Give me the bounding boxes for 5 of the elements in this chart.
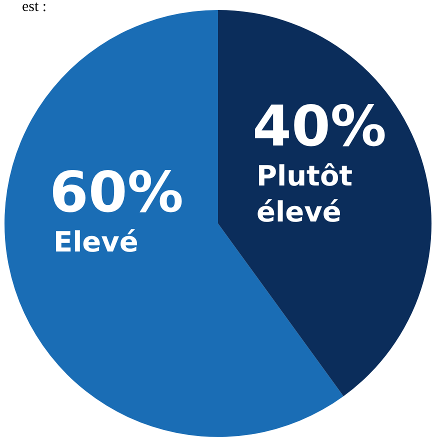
slice-label: Elevé [53,225,138,258]
data-label: 60% [49,160,184,226]
data-label: 40% [252,94,387,160]
chart-title: est : [22,0,47,15]
slice-label: Plutôt élevé [256,160,353,229]
